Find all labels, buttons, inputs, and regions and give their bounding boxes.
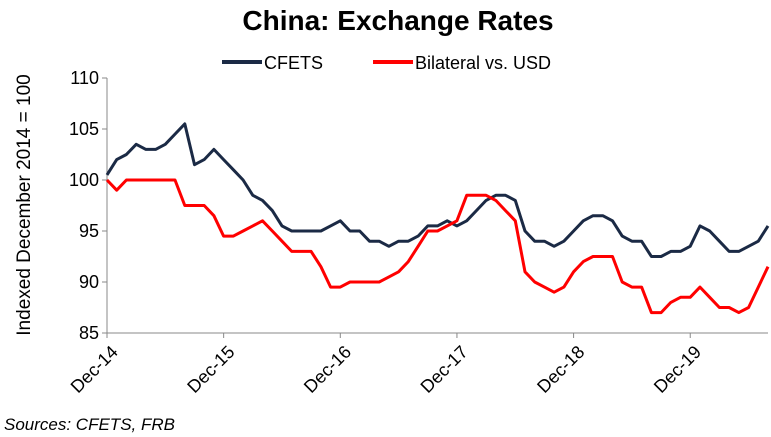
y-tick-label: 85 (79, 323, 99, 343)
chart-title: China: Exchange Rates (242, 5, 553, 36)
y-tick-label: 95 (79, 221, 99, 241)
y-tick-label: 105 (69, 119, 99, 139)
series-line (105, 178, 770, 315)
x-tick-label: Dec-19 (650, 342, 705, 397)
x-tick-label: Dec-14 (67, 342, 122, 397)
x-tick-label: Dec-18 (533, 342, 588, 397)
source-note: Sources: CFETS, FRB (4, 415, 175, 434)
y-axis-label: Indexed December 2014 = 100 (14, 74, 35, 335)
legend-label: CFETS (264, 53, 323, 73)
series-line (105, 122, 770, 258)
y-tick-label: 110 (70, 68, 99, 88)
y-tick-label: 90 (79, 272, 99, 292)
x-tick-label: Dec-15 (183, 342, 238, 397)
legend-label: Bilateral vs. USD (415, 53, 551, 73)
x-tick-label: Dec-16 (300, 342, 355, 397)
x-tick-label: Dec-17 (417, 342, 472, 397)
y-tick-label: 100 (69, 170, 99, 190)
